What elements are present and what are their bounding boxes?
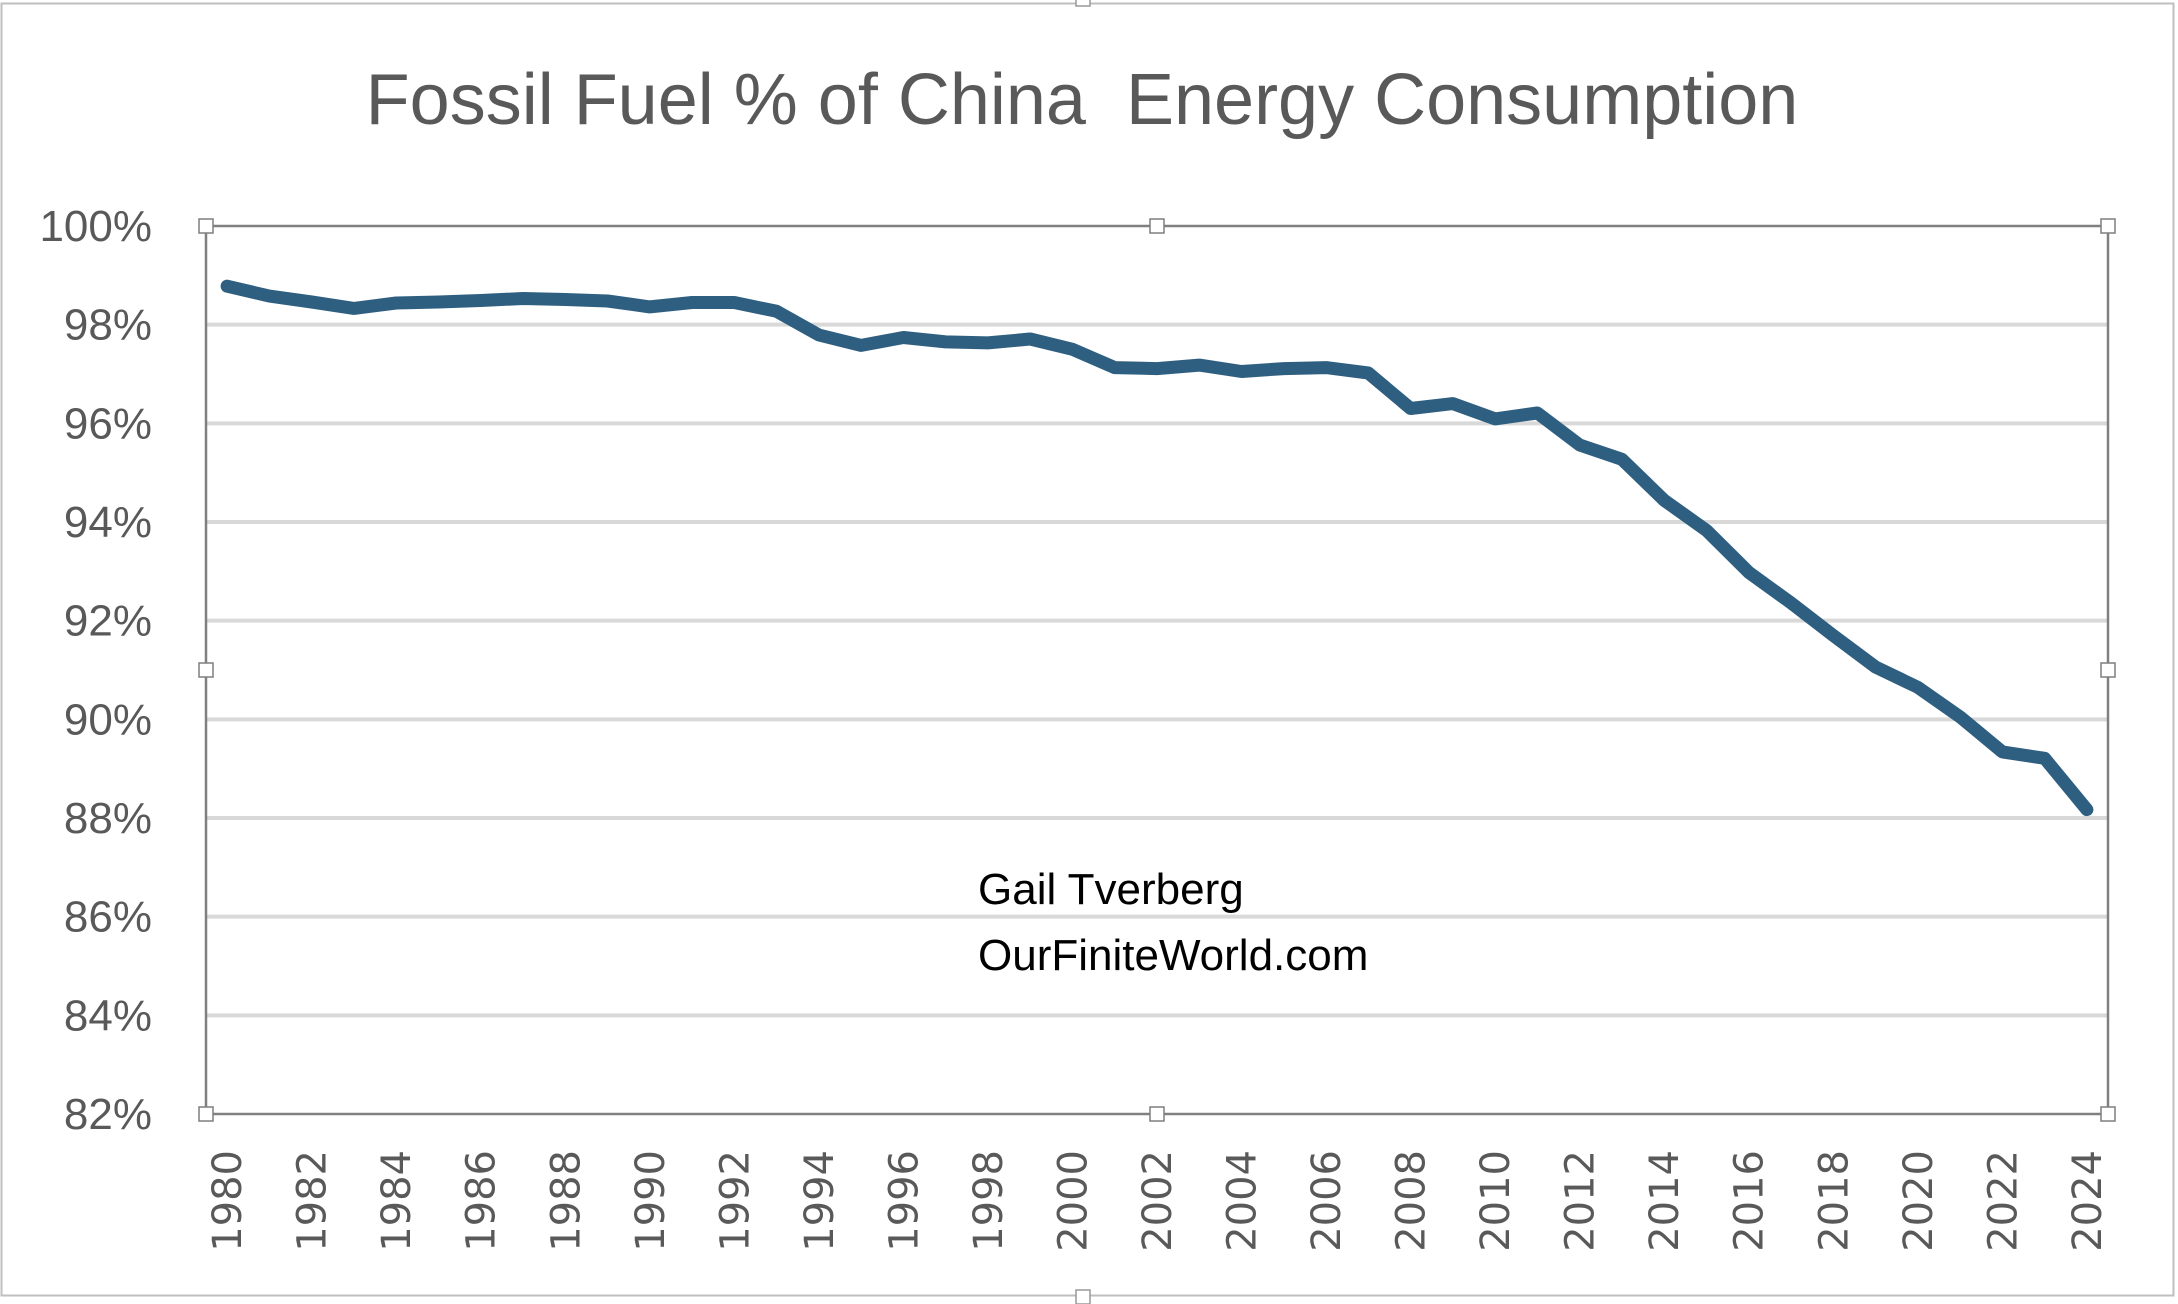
x-tick-label: 2020 [1896, 1150, 1942, 1252]
x-tick-label: 2002 [1135, 1150, 1181, 1252]
chart-title[interactable]: Fossil Fuel % of China Energy Consumptio… [366, 60, 1799, 140]
y-tick-label: 94% [64, 498, 152, 547]
x-tick-label: 1984 [374, 1150, 420, 1252]
resize-handle-top-right[interactable] [2100, 218, 2116, 234]
x-tick-label: 2014 [1642, 1150, 1688, 1252]
resize-handle-bottom-right[interactable] [2100, 1106, 2116, 1122]
x-tick-label: 1992 [712, 1150, 758, 1252]
series-layer [220, 279, 2094, 817]
y-tick-label: 92% [64, 597, 152, 646]
x-tick-label: 2018 [1811, 1150, 1857, 1252]
resize-handle-top-left[interactable] [198, 218, 214, 234]
y-tick-label: 100% [39, 202, 152, 251]
x-tick-label: 1990 [628, 1150, 674, 1252]
x-tick-label: 2024 [2065, 1150, 2111, 1252]
x-tick-label: 2000 [1050, 1150, 1096, 1252]
plot-area-frame[interactable] [204, 224, 2110, 1116]
x-tick-label: 1986 [459, 1150, 505, 1252]
x-tick-label: 1996 [881, 1150, 927, 1252]
x-tick-label: 2016 [1727, 1150, 1773, 1252]
series-line[interactable] [220, 279, 2094, 817]
chart-area-handle-top[interactable] [1075, 0, 1091, 7]
x-tick-label: 1998 [966, 1150, 1012, 1252]
gridlines [206, 322, 2108, 1018]
x-tick-label: 1980 [205, 1150, 251, 1252]
x-tick-label: 1994 [797, 1150, 843, 1252]
plot-area-handles[interactable] [198, 218, 2116, 1122]
x-tick-label: 1982 [290, 1150, 336, 1252]
resize-handle-bottom-center[interactable] [1149, 1106, 1165, 1122]
chart-area-handle-bottom[interactable] [1075, 1289, 1091, 1304]
resize-handle-top-center[interactable] [1149, 218, 1165, 234]
x-tick-label: 1988 [543, 1150, 589, 1252]
x-axis-labels: 1980 1982 1984 1986 1988 1990 1992 1994 1996 1998… [205, 1150, 2111, 1252]
y-tick-label: 86% [64, 893, 152, 942]
x-tick-label: 2022 [1980, 1150, 2026, 1252]
x-tick-label: 2012 [1558, 1150, 1604, 1252]
resize-handle-bottom-left[interactable] [198, 1106, 214, 1122]
x-tick-label: 2008 [1389, 1150, 1435, 1252]
plot-area-border[interactable] [204, 224, 2110, 1116]
resize-handle-middle-right[interactable] [2100, 662, 2116, 678]
y-tick-label: 96% [64, 399, 152, 448]
x-tick-label: 2010 [1473, 1150, 1519, 1252]
x-tick-label: 2006 [1304, 1150, 1350, 1252]
y-tick-label: 88% [64, 794, 152, 843]
resize-handle-middle-left[interactable] [198, 662, 214, 678]
x-tick-label: 2004 [1220, 1150, 1266, 1252]
y-tick-label: 98% [64, 301, 152, 350]
y-axis-labels: 100% 98% 96% 94% 92% 90% 88% 86% 84% 82% [39, 202, 152, 1139]
annotation-author: Gail Tverberg [978, 865, 1244, 914]
annotation-website: OurFiniteWorld.com [978, 931, 1368, 980]
y-tick-label: 84% [64, 991, 152, 1040]
y-tick-label: 90% [64, 695, 152, 744]
y-tick-label: 82% [64, 1090, 152, 1139]
